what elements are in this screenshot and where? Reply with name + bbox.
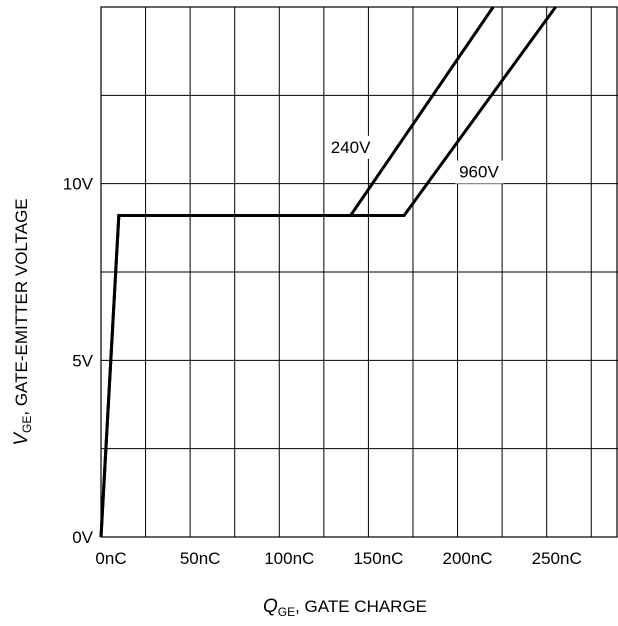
x-tick-label: 250nC [532,549,582,568]
plot-area-border [100,6,618,538]
x-tick-label: 200nC [442,549,492,568]
x-tick-labels: 0nC 50nC 100nC 150nC 200nC 250nC [95,549,581,568]
y-axis-symbol: V [11,431,32,446]
x-axis-subscript: GE [278,605,295,619]
series-label-background [455,160,504,184]
series-lines [99,6,557,538]
x-tick-label: 150nC [353,549,403,568]
x-axis-text: , GATE CHARGE [295,597,427,616]
x-tick-label: 50nC [180,549,221,568]
y-axis-text: , GATE-EMITTER VOLTAGE [12,198,31,415]
series-label-960V: 960V [459,163,499,182]
x-axis-title: QGE, GATE CHARGE [263,596,427,619]
series-line-960V [99,6,557,538]
y-axis-title: VGE, GATE-EMITTER VOLTAGE [11,198,34,445]
y-tick-labels: 0V 5V 10V [63,175,94,547]
x-axis-symbol: Q [263,596,278,617]
grid-lines [101,7,618,537]
series-label-background [326,135,376,159]
y-tick-label: 0V [72,528,93,547]
y-tick-label: 5V [72,351,93,370]
series-label-240V: 240V [331,138,371,157]
x-tick-label: 0nC [95,549,126,568]
x-tick-label: 100nC [264,549,314,568]
y-axis-subscript: GE [20,416,34,433]
series-labels: 240V 960V [326,135,504,184]
y-tick-label: 10V [63,175,94,194]
